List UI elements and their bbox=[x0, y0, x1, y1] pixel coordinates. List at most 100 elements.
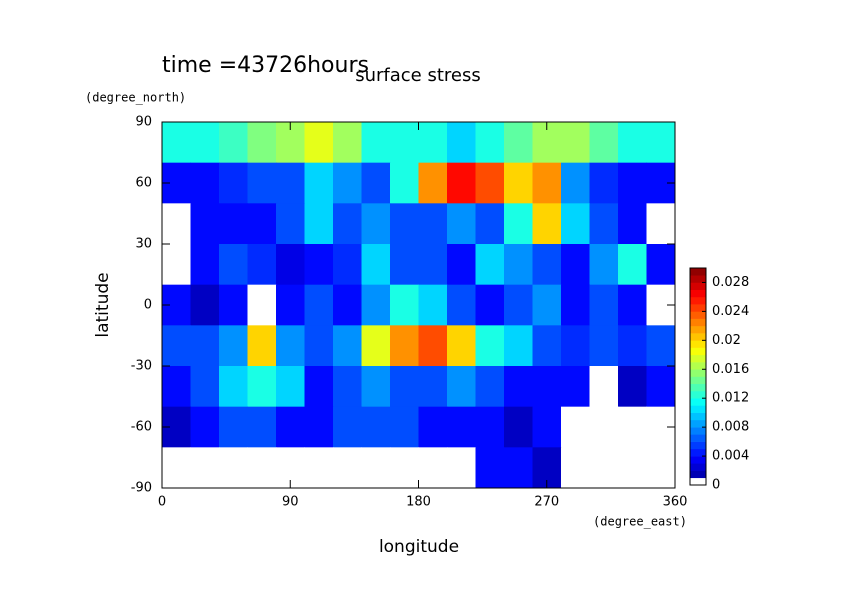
y-tick-label: -60 bbox=[131, 420, 152, 435]
cell bbox=[276, 244, 305, 286]
colorbar-step bbox=[690, 282, 706, 290]
cell bbox=[162, 203, 191, 245]
y-unit: (degree_north) bbox=[85, 91, 186, 105]
cell bbox=[504, 366, 533, 408]
cell bbox=[304, 406, 334, 448]
cell bbox=[532, 325, 562, 367]
cell bbox=[447, 366, 476, 408]
colorbar-step bbox=[690, 376, 706, 385]
cell bbox=[333, 162, 362, 204]
cell bbox=[589, 447, 619, 489]
cell bbox=[561, 203, 590, 245]
cell bbox=[276, 162, 305, 204]
cell bbox=[333, 447, 362, 489]
cell bbox=[447, 447, 476, 489]
cell bbox=[390, 406, 419, 448]
cell bbox=[447, 244, 476, 286]
cell bbox=[190, 406, 220, 448]
cell bbox=[532, 284, 562, 326]
cell bbox=[276, 325, 305, 367]
cell bbox=[361, 447, 391, 489]
cell bbox=[618, 122, 647, 164]
x-tick-label: 180 bbox=[406, 495, 431, 510]
cell bbox=[304, 203, 334, 245]
colorbar-step bbox=[690, 275, 706, 283]
colorbar-label: 0.024 bbox=[712, 304, 749, 319]
cell bbox=[504, 447, 533, 489]
field bbox=[162, 122, 676, 489]
colorbar-step bbox=[690, 304, 706, 312]
cell bbox=[361, 284, 391, 326]
cell bbox=[304, 244, 334, 286]
x-tick-label: 270 bbox=[534, 495, 559, 510]
cell bbox=[390, 325, 419, 367]
cell bbox=[390, 366, 419, 408]
cell bbox=[646, 122, 676, 164]
colorbar-step bbox=[690, 412, 706, 421]
cell bbox=[361, 325, 391, 367]
x-unit: (degree_east) bbox=[593, 515, 687, 529]
cell bbox=[361, 162, 391, 204]
x-tick-label: 90 bbox=[282, 495, 299, 510]
cell bbox=[219, 203, 248, 245]
cell bbox=[504, 203, 533, 245]
colorbar-step bbox=[690, 325, 706, 334]
cell bbox=[219, 447, 248, 489]
cell bbox=[589, 406, 619, 448]
x-tick-label: 360 bbox=[663, 495, 688, 510]
cell bbox=[219, 284, 248, 326]
cell bbox=[418, 122, 448, 164]
cell bbox=[247, 162, 277, 204]
cell bbox=[162, 325, 191, 367]
colorbar-step bbox=[690, 311, 706, 319]
cell bbox=[504, 122, 533, 164]
colorbar-label: 0.008 bbox=[712, 420, 749, 435]
y-tick-label: 0 bbox=[144, 298, 152, 313]
cell bbox=[475, 244, 505, 286]
cell bbox=[561, 122, 590, 164]
cell bbox=[589, 162, 619, 204]
chart-title: surface stress bbox=[355, 65, 481, 86]
cell bbox=[247, 406, 277, 448]
colorbar-step bbox=[690, 268, 706, 276]
cell bbox=[475, 122, 505, 164]
cell bbox=[219, 244, 248, 286]
colorbar-step bbox=[690, 405, 706, 413]
cell bbox=[418, 325, 448, 367]
colorbar-step bbox=[690, 333, 706, 341]
cell bbox=[646, 325, 676, 367]
cell bbox=[304, 366, 334, 408]
colorbar-step bbox=[690, 448, 706, 457]
cell bbox=[333, 122, 362, 164]
cell bbox=[219, 406, 248, 448]
colorbar-step bbox=[690, 289, 706, 298]
cell bbox=[418, 406, 448, 448]
cell bbox=[532, 406, 562, 448]
cell bbox=[504, 284, 533, 326]
cell bbox=[190, 203, 220, 245]
cell bbox=[589, 203, 619, 245]
cell bbox=[561, 162, 590, 204]
colorbar-step bbox=[690, 362, 706, 370]
cell bbox=[162, 366, 191, 408]
cell bbox=[276, 284, 305, 326]
y-tick-label: 60 bbox=[135, 176, 152, 191]
cell bbox=[618, 325, 647, 367]
cell bbox=[504, 162, 533, 204]
cell bbox=[333, 325, 362, 367]
colorbar-step bbox=[690, 441, 706, 450]
cell bbox=[219, 122, 248, 164]
cell bbox=[333, 203, 362, 245]
cell bbox=[504, 244, 533, 286]
cell bbox=[589, 244, 619, 286]
cell bbox=[190, 162, 220, 204]
cell bbox=[247, 325, 277, 367]
cell bbox=[561, 284, 590, 326]
cell bbox=[618, 447, 647, 489]
cell bbox=[276, 406, 305, 448]
cell bbox=[418, 244, 448, 286]
cell bbox=[361, 406, 391, 448]
colorbar-step bbox=[690, 318, 706, 327]
colorbar-label: 0.02 bbox=[712, 333, 741, 348]
